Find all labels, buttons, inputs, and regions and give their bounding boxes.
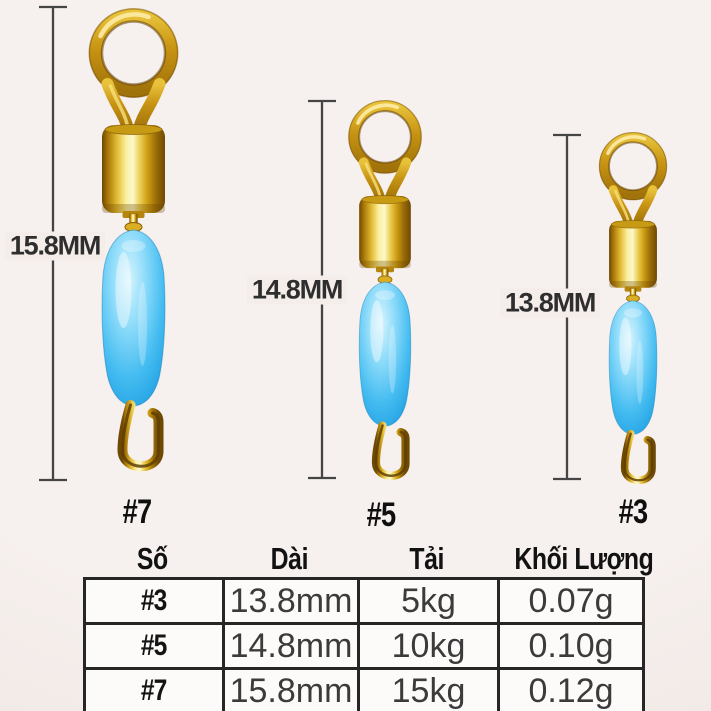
cell-size: #3	[83, 577, 225, 625]
cell-length: 15.8mm	[222, 667, 360, 711]
spec-row-5: #5 14.8mm 10kg 0.10g	[83, 622, 645, 670]
swivel-size-5	[349, 101, 421, 476]
measurement-label-5: 14.8MM	[246, 275, 348, 305]
cell-load: 5kg	[357, 577, 500, 625]
cell-size: #5	[83, 622, 225, 670]
cell-size: #7	[83, 667, 225, 711]
measurement-label-7: 15.8MM	[4, 231, 106, 261]
spec-row-3: #3 13.8mm 5kg 0.07g	[83, 577, 645, 625]
swivel-size-3	[599, 133, 666, 481]
size-label-5: #5	[366, 496, 396, 534]
cell-load: 15kg	[357, 667, 500, 711]
cell-load: 10kg	[357, 622, 500, 670]
size-label-3: #3	[618, 493, 648, 531]
cell-weight: 0.12g	[497, 667, 645, 711]
cell-weight: 0.07g	[497, 577, 645, 625]
header-dai: Dài	[270, 541, 309, 577]
spec-table: #3 13.8mm 5kg 0.07g #5 14.8mm 10kg 0.10g…	[83, 577, 645, 711]
header-so: Số	[137, 541, 168, 577]
cell-length: 13.8mm	[222, 577, 360, 625]
cell-weight: 0.10g	[497, 622, 645, 670]
header-khoi-luong: Khối Lượng	[514, 541, 654, 577]
measurement-label-3: 13.8MM	[499, 288, 601, 318]
spec-table-header: Số Dài Tải Khối Lượng	[83, 538, 654, 577]
spec-row-7: #7 15.8mm 15kg 0.12g	[83, 667, 645, 711]
cell-length: 14.8mm	[222, 622, 360, 670]
size-label-7: #7	[122, 493, 152, 531]
header-tai: Tải	[409, 541, 445, 577]
